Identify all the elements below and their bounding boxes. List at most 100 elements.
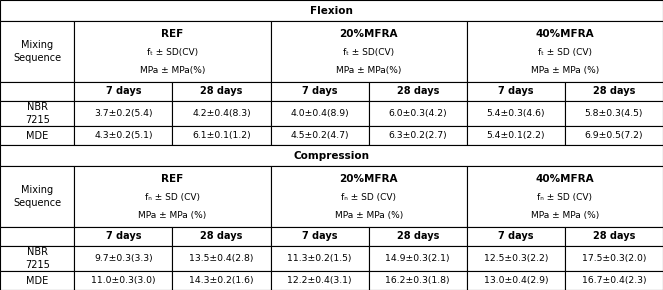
Bar (565, 101, 663, 126)
Bar (0, 145, 663, 166)
Bar (467, 166, 663, 227)
Text: fₙ ± SD (CV): fₙ ± SD (CV) (538, 193, 592, 202)
Text: MPa ± MPa (%): MPa ± MPa (%) (335, 211, 402, 220)
Text: 20%MFRA: 20%MFRA (339, 29, 398, 39)
Text: fₙ ± SD (CV): fₙ ± SD (CV) (145, 193, 200, 202)
Bar (467, 246, 565, 271)
Text: 4.5±0.2(4.7): 4.5±0.2(4.7) (290, 131, 349, 140)
Text: 12.2±0.4(3.1): 12.2±0.4(3.1) (287, 276, 352, 285)
Text: 5.4±0.1(2.2): 5.4±0.1(2.2) (487, 131, 545, 140)
Text: Mixing
Sequence: Mixing Sequence (13, 185, 61, 208)
Text: 14.3±0.2(1.6): 14.3±0.2(1.6) (189, 276, 254, 285)
Text: 6.0±0.3(4.2): 6.0±0.3(4.2) (389, 109, 447, 118)
Bar (369, 246, 467, 271)
Bar (172, 271, 271, 290)
Bar (271, 227, 369, 246)
Bar (271, 271, 369, 290)
Text: fₜ ± SD (CV): fₜ ± SD (CV) (538, 48, 592, 57)
Text: 6.9±0.5(7.2): 6.9±0.5(7.2) (585, 131, 643, 140)
Text: 7 days: 7 days (498, 231, 534, 241)
Text: 17.5±0.3(2.0): 17.5±0.3(2.0) (581, 254, 646, 263)
Text: 6.1±0.1(1.2): 6.1±0.1(1.2) (192, 131, 251, 140)
Bar (74, 21, 271, 82)
Bar (0, 246, 74, 271)
Bar (0, 101, 74, 126)
Bar (74, 227, 172, 246)
Bar (0, 126, 74, 145)
Text: 7 days: 7 days (498, 86, 534, 96)
Text: 40%MFRA: 40%MFRA (536, 29, 594, 39)
Text: 3.7±0.2(5.4): 3.7±0.2(5.4) (94, 109, 152, 118)
Text: 28 days: 28 days (396, 231, 439, 241)
Text: Compression: Compression (294, 151, 369, 161)
Text: 4.2±0.4(8.3): 4.2±0.4(8.3) (192, 109, 251, 118)
Text: 7 days: 7 days (105, 86, 141, 96)
Bar (271, 166, 467, 227)
Text: fₜ ± SD(CV): fₜ ± SD(CV) (147, 48, 198, 57)
Bar (467, 101, 565, 126)
Bar (369, 82, 467, 101)
Bar (172, 126, 271, 145)
Bar (74, 101, 172, 126)
Bar (74, 166, 271, 227)
Text: 11.0±0.3(3.0): 11.0±0.3(3.0) (91, 276, 156, 285)
Text: 7 days: 7 days (302, 231, 337, 241)
Text: 13.0±0.4(2.9): 13.0±0.4(2.9) (483, 276, 548, 285)
Bar (0, 21, 74, 82)
Bar (0, 271, 74, 290)
Bar (74, 82, 172, 101)
Bar (369, 227, 467, 246)
Bar (0, 0, 663, 21)
Bar (74, 246, 172, 271)
Text: 5.4±0.3(4.6): 5.4±0.3(4.6) (487, 109, 545, 118)
Bar (271, 101, 369, 126)
Bar (0, 227, 74, 246)
Bar (172, 101, 271, 126)
Text: NBR
7215: NBR 7215 (25, 102, 50, 125)
Text: MDE: MDE (26, 131, 48, 141)
Text: REF: REF (161, 174, 184, 184)
Text: 28 days: 28 days (200, 231, 243, 241)
Bar (271, 82, 369, 101)
Bar (369, 126, 467, 145)
Text: 28 days: 28 days (593, 231, 635, 241)
Text: 16.7±0.4(2.3): 16.7±0.4(2.3) (581, 276, 646, 285)
Text: MPa ± MPa (%): MPa ± MPa (%) (139, 211, 206, 220)
Bar (467, 82, 565, 101)
Text: 11.3±0.2(1.5): 11.3±0.2(1.5) (287, 254, 352, 263)
Text: 4.0±0.4(8.9): 4.0±0.4(8.9) (290, 109, 349, 118)
Text: 6.3±0.2(2.7): 6.3±0.2(2.7) (389, 131, 447, 140)
Bar (271, 126, 369, 145)
Bar (74, 126, 172, 145)
Bar (0, 82, 74, 101)
Text: MPa ± MPa(%): MPa ± MPa(%) (336, 66, 401, 75)
Text: 5.8±0.3(4.5): 5.8±0.3(4.5) (585, 109, 643, 118)
Text: 28 days: 28 days (593, 86, 635, 96)
Bar (172, 227, 271, 246)
Text: 20%MFRA: 20%MFRA (339, 174, 398, 184)
Text: 16.2±0.3(1.8): 16.2±0.3(1.8) (385, 276, 450, 285)
Bar (467, 227, 565, 246)
Text: fₜ ± SD(CV): fₜ ± SD(CV) (343, 48, 394, 57)
Text: MPa ± MPa (%): MPa ± MPa (%) (531, 66, 599, 75)
Bar (565, 227, 663, 246)
Text: 28 days: 28 days (396, 86, 439, 96)
Text: 7 days: 7 days (105, 231, 141, 241)
Text: MPa ± MPa (%): MPa ± MPa (%) (531, 211, 599, 220)
Text: 4.3±0.2(5.1): 4.3±0.2(5.1) (94, 131, 152, 140)
Text: NBR
7215: NBR 7215 (25, 247, 50, 270)
Text: 7 days: 7 days (302, 86, 337, 96)
Bar (369, 101, 467, 126)
Text: 12.5±0.3(2.2): 12.5±0.3(2.2) (483, 254, 548, 263)
Bar (369, 271, 467, 290)
Bar (467, 21, 663, 82)
Bar (565, 271, 663, 290)
Bar (467, 126, 565, 145)
Bar (467, 271, 565, 290)
Text: 40%MFRA: 40%MFRA (536, 174, 594, 184)
Bar (271, 246, 369, 271)
Text: MDE: MDE (26, 276, 48, 286)
Text: MPa ± MPa(%): MPa ± MPa(%) (140, 66, 205, 75)
Bar (74, 271, 172, 290)
Text: Flexion: Flexion (310, 6, 353, 16)
